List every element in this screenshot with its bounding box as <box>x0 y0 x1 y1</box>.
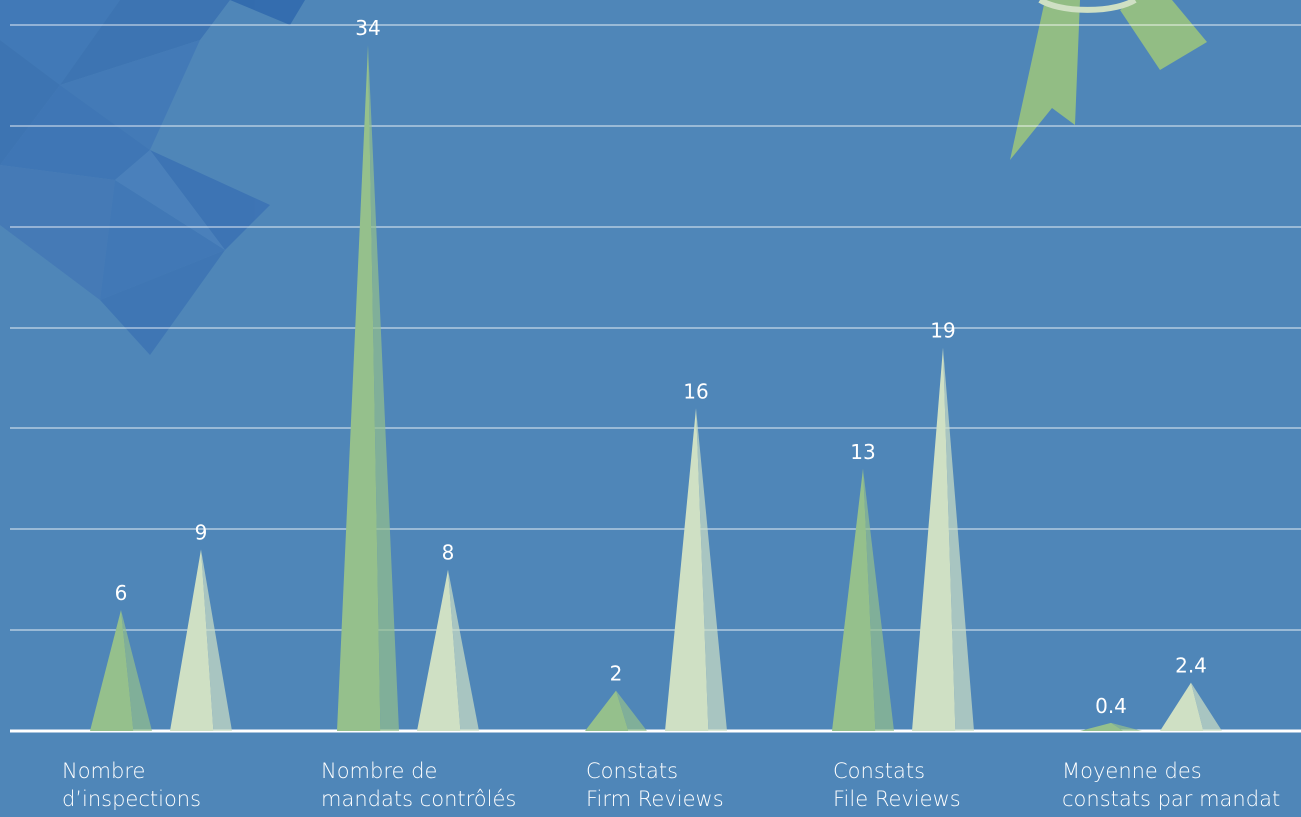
bar-series2-4 <box>912 347 974 731</box>
bar-series1-1 <box>90 609 152 731</box>
category-label-5: Moyenne des constats par mandat <box>1062 759 1281 811</box>
bar-series2-2 <box>417 569 479 731</box>
bar-series2-5 <box>1160 682 1222 731</box>
value-label-series2-1: 9 <box>195 520 208 544</box>
bars <box>90 45 1222 731</box>
value-labels: 6 34 2 13 0.4 9 8 16 19 2.4 <box>115 16 1207 718</box>
category-label-2: Nombre de mandats contrôlés <box>321 759 517 811</box>
value-label-series1-4: 13 <box>850 440 875 464</box>
value-label-series1-5: 0.4 <box>1095 694 1127 718</box>
value-label-series1-1: 6 <box>115 581 128 605</box>
bar-series1-5 <box>1080 722 1142 731</box>
category-label-1: Nombre d’inspections <box>62 759 202 811</box>
value-label-series1-2: 34 <box>355 16 380 40</box>
value-label-series2-2: 8 <box>442 541 455 565</box>
category-label-4: Constats File Reviews <box>833 759 961 811</box>
value-label-series2-3: 16 <box>683 379 708 403</box>
bar-series2-3 <box>665 408 727 731</box>
bar-series1-2 <box>337 45 399 731</box>
value-label-series2-4: 19 <box>930 319 955 343</box>
polygon-decoration <box>0 0 305 355</box>
bar-series1-4 <box>832 468 894 731</box>
ribbon-badge-icon <box>1010 0 1207 160</box>
bar-series1-3 <box>585 690 647 731</box>
value-label-series2-5: 2.4 <box>1175 654 1207 678</box>
bar-series2-1 <box>170 549 232 731</box>
category-label-3: Constats Firm Reviews <box>586 759 724 811</box>
value-label-series1-3: 2 <box>610 662 623 686</box>
